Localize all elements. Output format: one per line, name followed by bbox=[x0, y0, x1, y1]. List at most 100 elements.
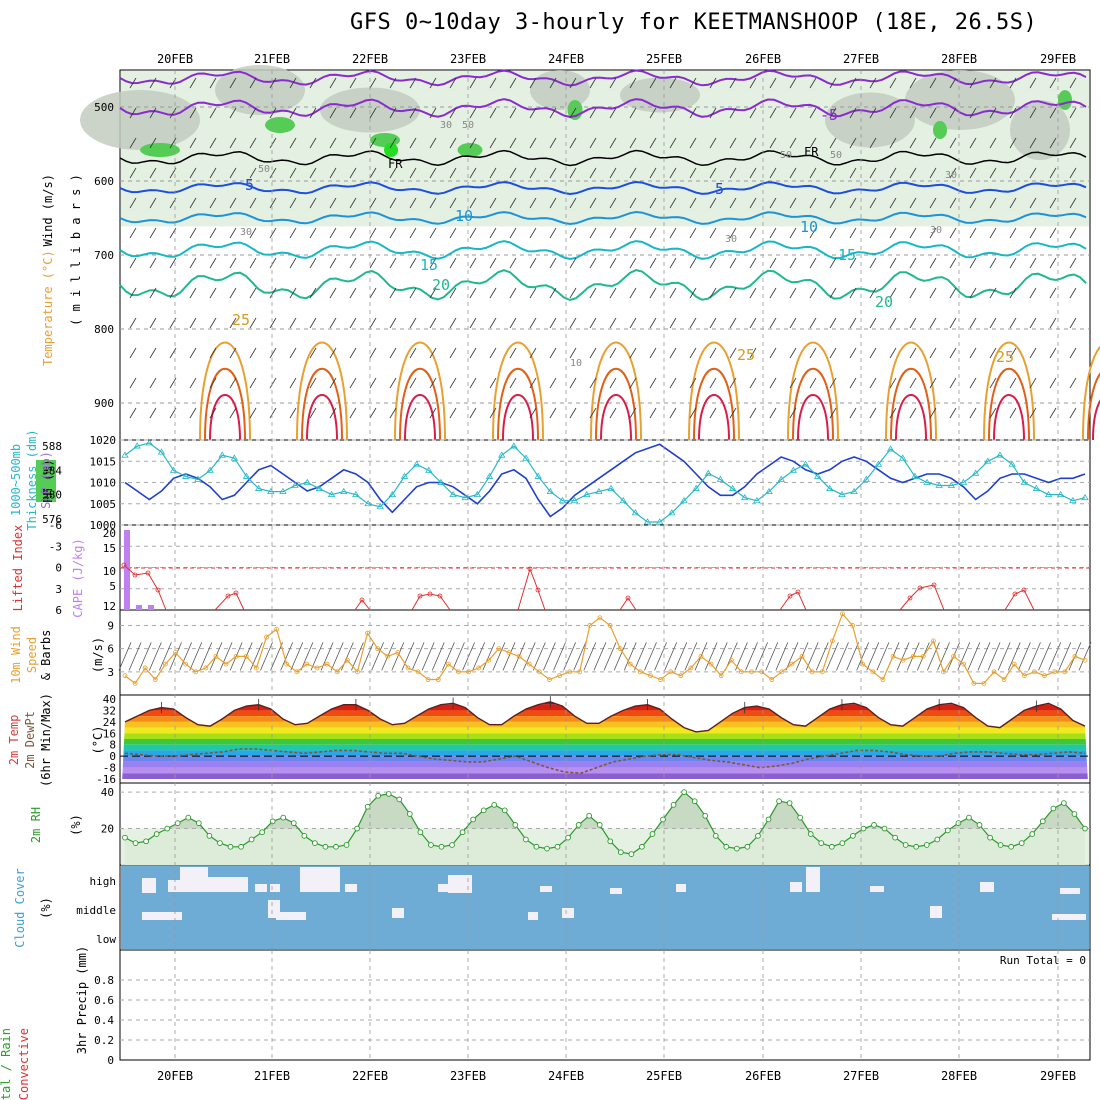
upper-barb bbox=[349, 377, 357, 389]
wind-barb bbox=[826, 642, 839, 671]
upper-barb bbox=[669, 137, 677, 149]
upper-barb bbox=[769, 77, 777, 89]
upper-barb bbox=[609, 137, 617, 149]
rh-point bbox=[153, 831, 160, 837]
li-point bbox=[1012, 591, 1018, 597]
thickness-point bbox=[534, 472, 542, 479]
upper-barb bbox=[909, 137, 917, 149]
upper-barb bbox=[989, 167, 997, 179]
upper-barb bbox=[549, 407, 557, 419]
upper-barb bbox=[1029, 407, 1037, 419]
thickness-point bbox=[1008, 460, 1016, 467]
bulb-9-0 bbox=[1082, 345, 1100, 441]
upper-barb bbox=[489, 407, 497, 419]
upper-barb bbox=[329, 377, 337, 389]
upper-barb bbox=[1009, 227, 1017, 239]
upper-barb bbox=[409, 227, 417, 239]
wind-point bbox=[334, 669, 340, 675]
upper-barb bbox=[689, 167, 697, 179]
upper-barb bbox=[369, 137, 377, 149]
upper-barb bbox=[629, 317, 637, 329]
cloud-clear-16 bbox=[980, 882, 994, 892]
cape-bar-2 bbox=[148, 605, 154, 610]
upper-barb bbox=[309, 407, 317, 419]
upper-barb bbox=[389, 137, 397, 149]
upper-barb bbox=[509, 347, 517, 359]
upper-barb bbox=[129, 287, 137, 299]
upper-barb bbox=[849, 377, 857, 389]
upper-barb bbox=[529, 197, 537, 209]
upper-barb bbox=[229, 407, 237, 419]
upper-barb bbox=[969, 227, 977, 239]
upper-barb bbox=[949, 137, 957, 149]
thickness-point bbox=[242, 472, 251, 479]
upper-barb bbox=[629, 167, 637, 179]
thickness-point bbox=[182, 472, 190, 479]
thickness-point bbox=[425, 466, 433, 473]
wind-point bbox=[193, 669, 199, 675]
cloud-clear-14 bbox=[806, 867, 820, 892]
wind-point bbox=[486, 657, 492, 663]
upper-barb bbox=[649, 167, 657, 179]
upper-barb bbox=[849, 407, 857, 419]
temp-bands bbox=[122, 701, 1088, 779]
wind-tick: 9 bbox=[107, 619, 114, 632]
wind-barb bbox=[169, 642, 182, 671]
upper-barb bbox=[789, 347, 797, 359]
date-label-top: 28FEB bbox=[941, 52, 977, 66]
upper-barb bbox=[1009, 167, 1017, 179]
wind-barb bbox=[532, 642, 546, 671]
wind-barb bbox=[735, 642, 748, 671]
wind-point bbox=[759, 669, 765, 675]
wind-point bbox=[314, 665, 320, 671]
upper-barb bbox=[129, 257, 137, 269]
upper-barb bbox=[629, 347, 637, 359]
upper-barb bbox=[149, 167, 157, 179]
upper-barb bbox=[149, 77, 157, 89]
upper-barb bbox=[549, 77, 557, 89]
upper-barb bbox=[609, 347, 617, 359]
isotherm-label: -5 bbox=[820, 106, 838, 124]
upper-barb bbox=[449, 287, 457, 299]
slp-tick: 1005 bbox=[90, 498, 117, 511]
li-tick: 6 bbox=[55, 604, 62, 617]
precip-tick: 0.6 bbox=[94, 994, 114, 1007]
upper-barb bbox=[129, 107, 137, 119]
wind-point bbox=[375, 646, 381, 652]
upper-barb bbox=[329, 107, 337, 119]
wind-point bbox=[648, 673, 653, 679]
rh-point bbox=[565, 834, 571, 841]
rh-point bbox=[828, 843, 835, 850]
upper-barb bbox=[289, 137, 297, 149]
upper-barb bbox=[869, 407, 877, 419]
upper-barb bbox=[1029, 77, 1037, 89]
upper-barb bbox=[349, 197, 357, 209]
upper-barb bbox=[929, 317, 937, 329]
upper-barb bbox=[529, 347, 537, 359]
upper-barb bbox=[969, 107, 977, 119]
upper-barb bbox=[269, 347, 277, 359]
upper-barb bbox=[289, 107, 297, 119]
date-label-top: 20FEB bbox=[157, 52, 193, 66]
upper-barb bbox=[829, 347, 837, 359]
upper-barb bbox=[209, 77, 217, 89]
rh-contour-label: 30 bbox=[725, 234, 737, 245]
date-label-top: 21FEB bbox=[254, 52, 290, 66]
wind-point bbox=[547, 677, 552, 682]
wind-barb bbox=[290, 642, 304, 671]
rh-point bbox=[523, 836, 529, 843]
upper-barb bbox=[989, 107, 997, 119]
upper-barb bbox=[989, 317, 997, 329]
wind-barb bbox=[815, 642, 829, 671]
upper-barb bbox=[729, 407, 737, 419]
upper-barb bbox=[209, 407, 217, 419]
upper-barb bbox=[989, 77, 997, 89]
upper-barb bbox=[1049, 377, 1057, 389]
li-line-2 bbox=[354, 599, 371, 611]
upper-barb bbox=[689, 317, 697, 329]
wind-point bbox=[769, 677, 775, 682]
bulb-4-0 bbox=[590, 341, 642, 441]
thickness-point bbox=[230, 454, 239, 461]
wind-tick: 6 bbox=[107, 643, 114, 656]
date-label-top: 26FEB bbox=[745, 52, 781, 66]
